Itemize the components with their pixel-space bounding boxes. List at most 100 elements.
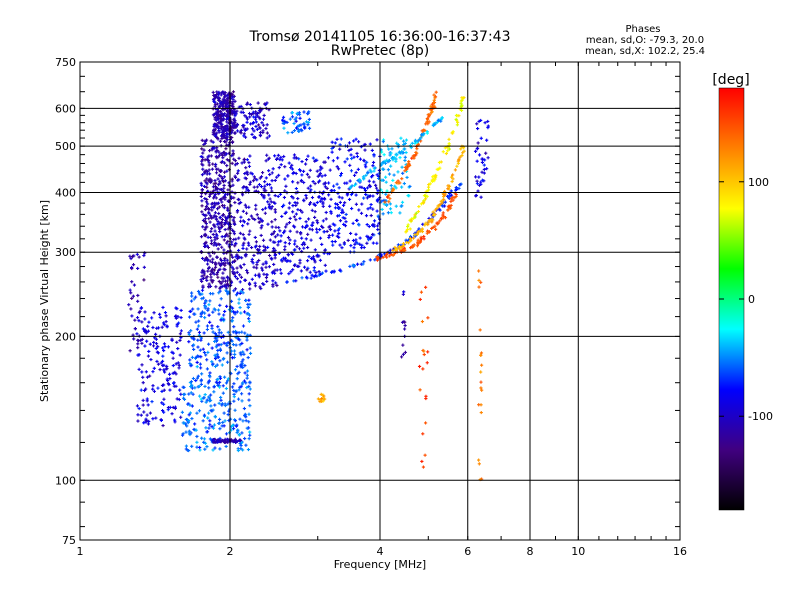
data-point <box>195 445 199 449</box>
data-point <box>227 431 232 435</box>
data-point <box>210 260 215 264</box>
data-point <box>207 426 211 430</box>
data-point <box>317 269 321 274</box>
data-point <box>171 405 175 410</box>
data-point <box>287 272 291 276</box>
data-point <box>262 113 266 117</box>
data-point <box>297 247 302 251</box>
data-point <box>307 117 311 122</box>
data-point <box>191 376 196 381</box>
data-point <box>294 212 298 216</box>
data-point <box>457 186 461 191</box>
data-point <box>265 279 269 284</box>
data-point <box>318 398 322 402</box>
data-point <box>315 158 319 162</box>
data-point <box>171 381 176 385</box>
data-point <box>438 166 442 170</box>
data-point <box>171 356 175 360</box>
data-point <box>219 282 223 286</box>
data-point <box>236 169 240 173</box>
data-point <box>166 378 170 383</box>
data-point <box>221 196 225 200</box>
data-point <box>248 102 252 107</box>
data-point <box>432 179 436 183</box>
data-point <box>205 367 210 371</box>
data-point <box>297 157 301 161</box>
data-point <box>253 284 258 288</box>
data-point <box>403 165 407 170</box>
data-point <box>260 171 265 175</box>
data-point <box>252 115 256 119</box>
data-point <box>166 345 171 349</box>
data-point <box>442 198 446 202</box>
data-point <box>230 131 234 135</box>
data-point <box>328 227 333 231</box>
data-point <box>208 371 212 375</box>
data-point <box>311 257 315 261</box>
data-point <box>136 413 140 417</box>
data-point <box>180 433 185 437</box>
data-point <box>252 185 256 189</box>
data-point <box>144 419 148 423</box>
data-point <box>140 337 144 341</box>
data-point <box>273 248 277 253</box>
data-point <box>354 137 358 141</box>
data-point <box>300 236 304 240</box>
data-point <box>443 146 447 150</box>
data-point <box>310 273 314 277</box>
data-point <box>268 197 272 201</box>
data-point <box>211 292 215 296</box>
data-point <box>217 279 221 284</box>
data-point <box>301 169 306 173</box>
data-point <box>479 351 484 355</box>
data-point <box>211 232 215 237</box>
data-point <box>374 186 379 190</box>
data-point <box>218 303 222 307</box>
data-point <box>310 223 314 227</box>
data-point <box>270 205 274 209</box>
data-point <box>486 156 490 160</box>
data-point <box>218 376 223 380</box>
data-point <box>432 213 436 217</box>
data-point <box>194 378 198 383</box>
data-point <box>292 121 296 126</box>
data-point <box>255 114 259 118</box>
data-point <box>475 179 479 183</box>
data-point <box>162 323 166 327</box>
data-point <box>358 157 363 161</box>
data-point <box>202 148 206 152</box>
data-point <box>365 222 369 227</box>
data-point <box>195 411 199 415</box>
data-point <box>199 154 203 159</box>
data-point <box>362 260 366 264</box>
data-point <box>432 104 436 108</box>
data-point <box>273 240 277 244</box>
data-point <box>203 196 207 201</box>
data-point <box>353 242 357 246</box>
data-point <box>477 403 481 407</box>
data-point <box>241 291 245 295</box>
data-point <box>245 117 250 121</box>
data-point <box>203 392 207 397</box>
data-point <box>333 206 338 210</box>
data-point <box>139 306 144 310</box>
data-point <box>388 248 392 252</box>
data-point <box>417 364 422 369</box>
data-point <box>198 362 202 366</box>
data-point <box>216 177 220 181</box>
data-point <box>343 224 348 228</box>
data-point <box>253 245 258 249</box>
data-point <box>315 169 319 173</box>
data-point <box>296 181 300 185</box>
data-point <box>213 178 217 183</box>
data-point <box>380 178 384 182</box>
data-point <box>441 150 445 154</box>
data-point <box>217 205 221 209</box>
data-point <box>142 388 147 393</box>
data-point <box>131 294 135 298</box>
data-point <box>141 375 145 379</box>
data-point <box>417 230 421 234</box>
data-point <box>216 275 220 279</box>
data-point <box>214 186 218 190</box>
data-point <box>459 147 463 151</box>
